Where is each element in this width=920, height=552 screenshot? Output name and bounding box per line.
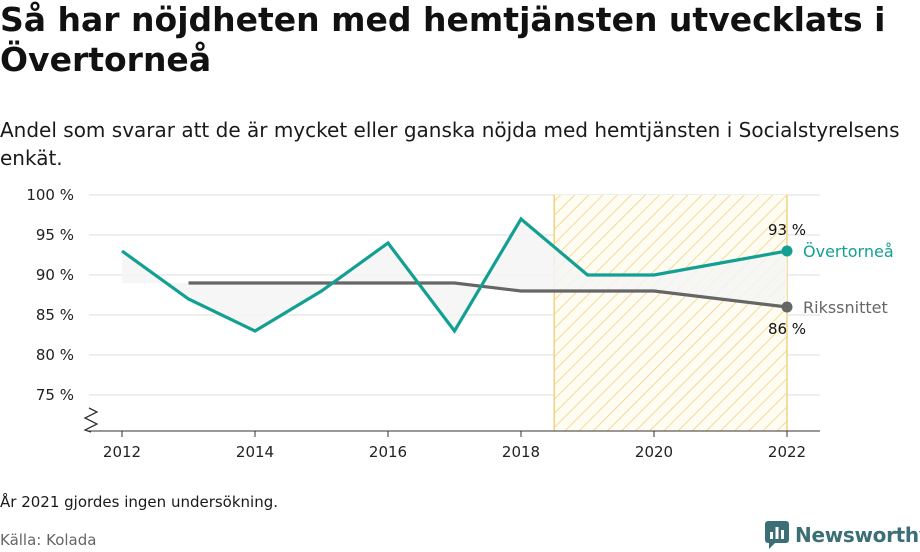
line-chart: 75 % 80 % 85 % 90 % 95 % 100 % 2012 2014 2016 201… — [26, 186, 894, 461]
y-tick-label: 95 % — [36, 226, 74, 244]
y-tick-label: 85 % — [36, 306, 74, 324]
y-tick-label: 75 % — [36, 386, 74, 404]
series-name-label-overtornea: Övertorneå — [803, 242, 894, 261]
chart-note: År 2021 gjordes ingen undersökning. — [0, 493, 279, 511]
series-value-label-overtornea: 93 % — [768, 221, 806, 239]
brand-name: Newsworthy — [795, 523, 920, 547]
series-value-label-rikssnittet: 86 % — [768, 320, 806, 338]
y-axis-break-mark — [83, 407, 99, 433]
x-tick-label: 2014 — [236, 443, 274, 461]
series-endpoint-rikssnittet — [781, 301, 793, 313]
newsworthy-logo-icon — [765, 521, 789, 549]
chart-title: Så har nöjdheten med hemtjänsten utveckl… — [0, 0, 886, 79]
series-line-rikssnittet — [188, 281, 788, 309]
y-tick-label: 100 % — [26, 186, 74, 204]
x-tick-label: 2012 — [103, 443, 141, 461]
y-tick-label: 80 % — [36, 346, 74, 364]
highlight-band — [554, 195, 787, 431]
difference-area — [122, 219, 787, 331]
series-name-label-rikssnittet: Rikssnittet — [803, 298, 888, 317]
chart-subtitle: Andel som svarar att de är mycket eller … — [0, 118, 900, 170]
brand-logo: Newsworthy — [765, 520, 920, 550]
x-tick-label: 2016 — [369, 443, 407, 461]
chart-source: Källa: Kolada — [0, 531, 97, 549]
x-tick-label: 2020 — [635, 443, 673, 461]
series-endpoint-overtornea — [781, 245, 793, 257]
x-tick-label: 2018 — [502, 443, 540, 461]
series-line-overtornea — [121, 216, 788, 334]
y-tick-label: 90 % — [36, 266, 74, 284]
x-tick-label: 2022 — [768, 443, 806, 461]
